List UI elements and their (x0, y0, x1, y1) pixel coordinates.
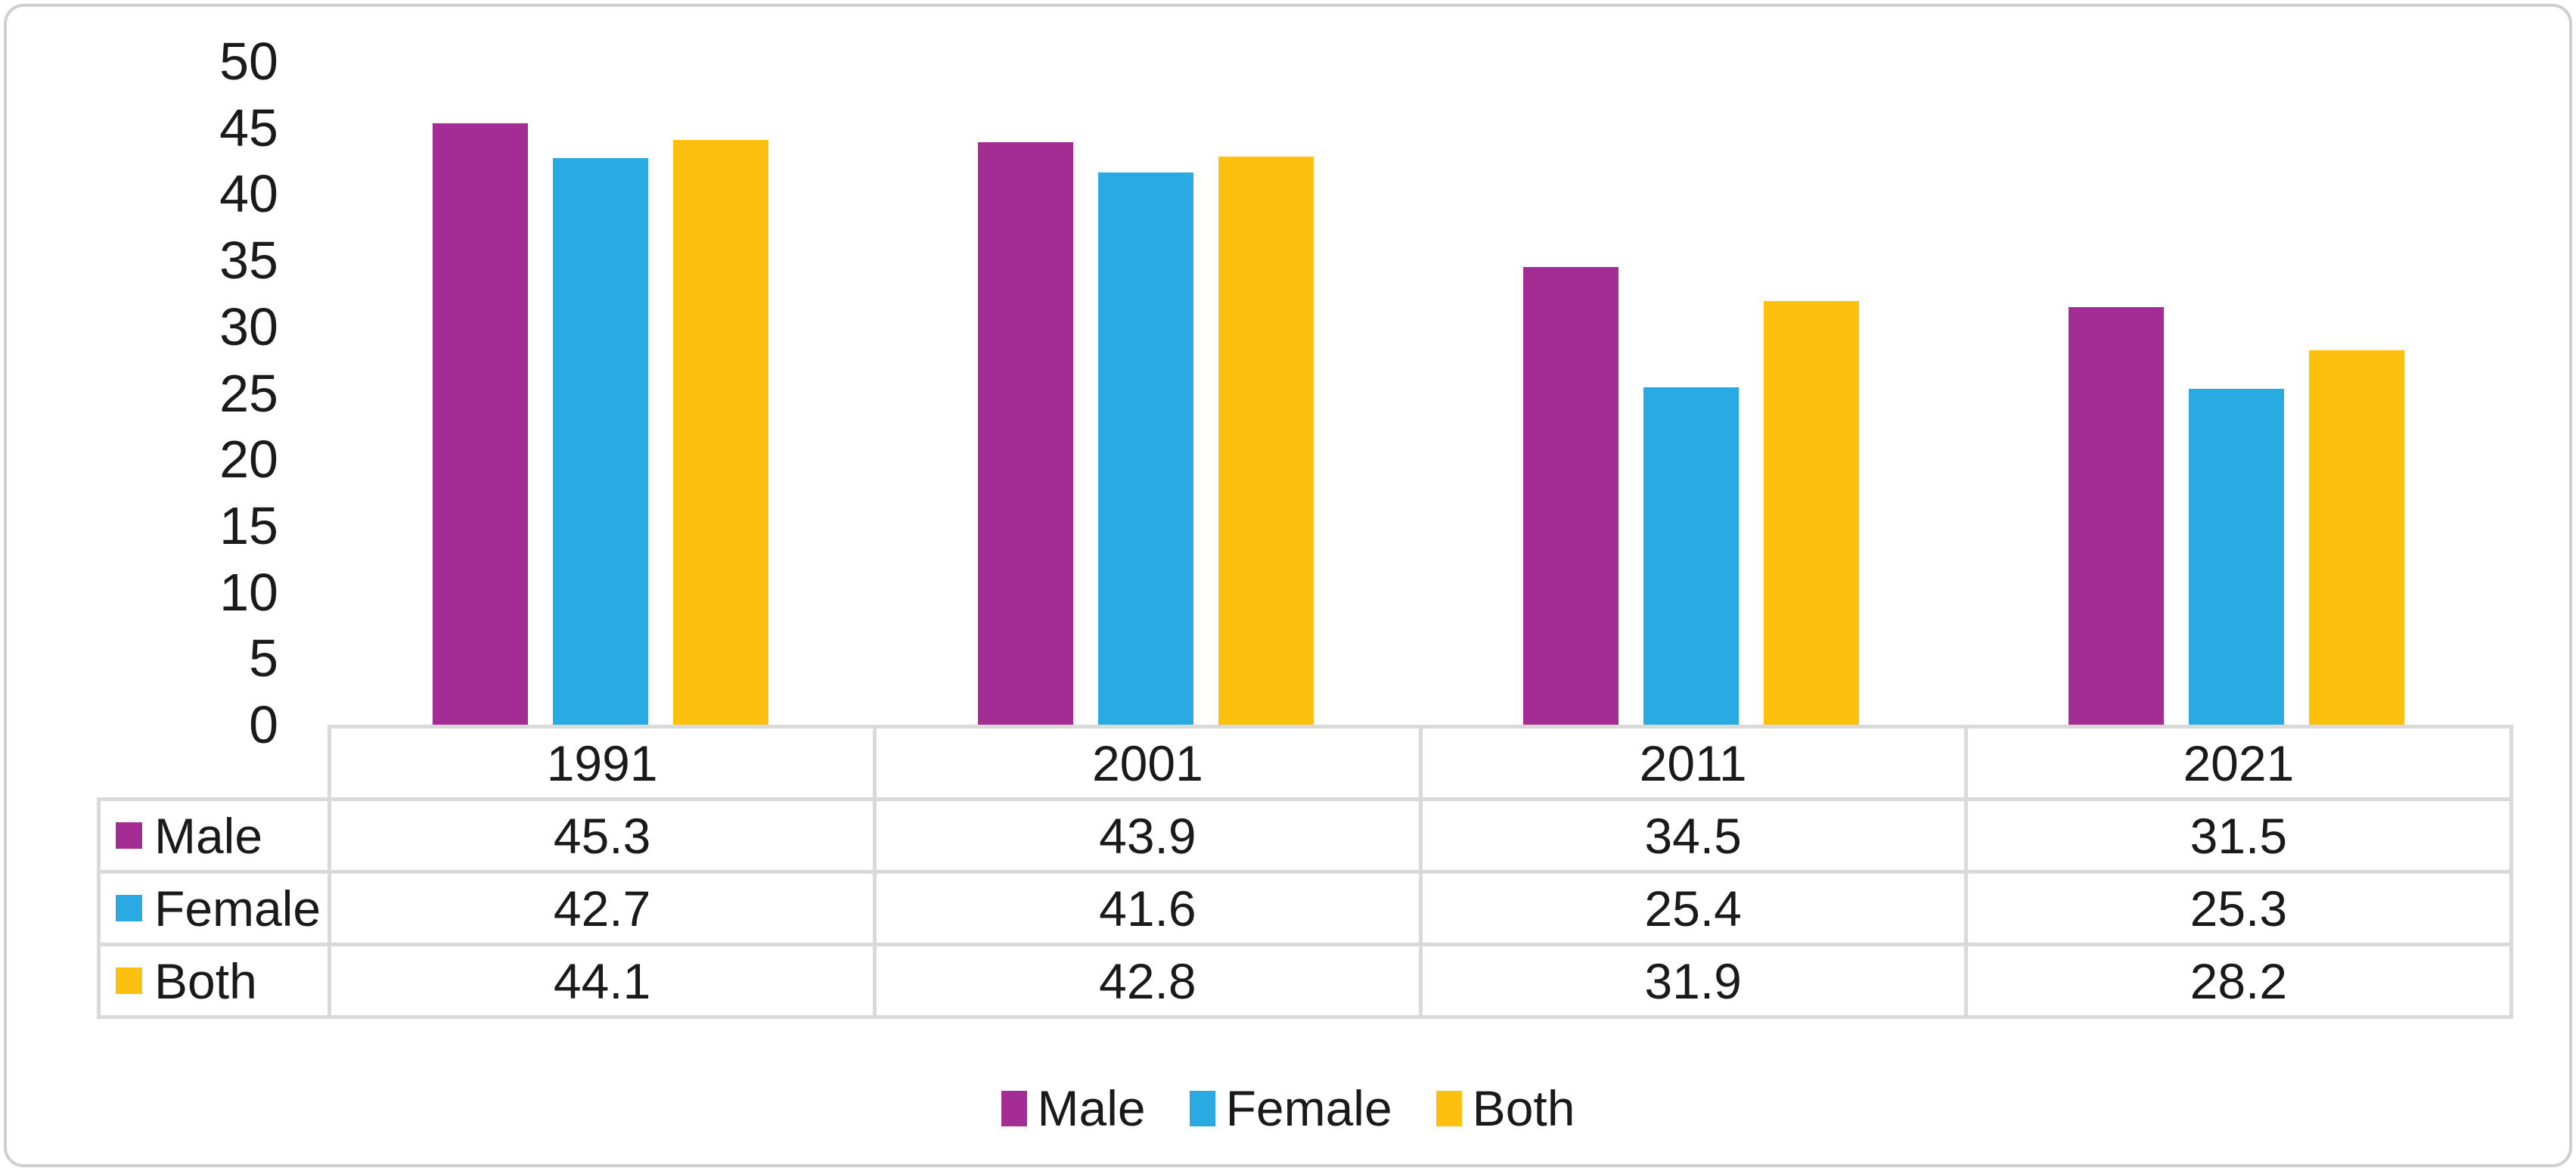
both-legend-swatch-icon (1435, 1090, 1462, 1126)
table-row-both: Both 44.1 42.8 31.9 28.2 (97, 943, 2514, 1019)
bar-both-2001 (1218, 157, 1314, 725)
male-series-swatch-icon (116, 822, 142, 849)
table-value-male-2011: 34.5 (1418, 797, 1968, 874)
bar-group-2021 (1964, 61, 2509, 725)
y-axis-tick-label: 50 (219, 32, 278, 91)
bar-female-1991 (552, 158, 648, 725)
table-value-female-2021: 25.3 (1963, 870, 2514, 946)
table-row-label-both: Both (97, 943, 331, 1019)
both-series-swatch-icon (116, 968, 142, 994)
y-axis-tick-label: 10 (219, 562, 278, 622)
legend-item-male: Male (1001, 1083, 1146, 1133)
bar-group-1991 (327, 61, 873, 725)
table-corner-cell (99, 727, 330, 800)
table-value-male-1991: 45.3 (327, 797, 877, 874)
legend-label: Male (1037, 1080, 1146, 1136)
series-name-label: Male (154, 807, 263, 864)
table-value-female-2011: 25.4 (1418, 870, 1968, 946)
y-axis-tick-label: 20 (219, 430, 278, 489)
plot-area (327, 61, 2509, 725)
y-axis-tick-label: 25 (219, 363, 278, 423)
legend-label: Both (1472, 1080, 1575, 1136)
y-axis-tick-label: 0 (249, 695, 278, 754)
table-header-year-1991: 1991 (327, 725, 877, 801)
bar-female-2011 (1643, 387, 1740, 725)
y-axis-tick-label: 15 (219, 495, 278, 555)
legend-item-both: Both (1435, 1080, 1575, 1136)
table-row-male: Male 45.3 43.9 34.5 31.5 (97, 797, 2514, 874)
data-table: 1991 2001 2011 2021 Male 45.3 43.9 34.5 31.5 Fema… (97, 725, 2514, 1019)
table-value-both-2011: 31.9 (1418, 943, 1968, 1019)
table-value-both-2001: 42.8 (873, 943, 1423, 1019)
table-header-year-2011: 2011 (1418, 725, 1968, 801)
bar-male-2011 (1523, 266, 1619, 725)
bar-group-2011 (1419, 61, 1964, 725)
table-value-both-2021: 28.2 (1963, 943, 2514, 1019)
legend-item-female: Female (1189, 1080, 1392, 1136)
series-name-label: Both (154, 952, 257, 1009)
table-header-year-2021: 2021 (1963, 725, 2514, 801)
legend: Male Female Both (0, 1074, 2576, 1142)
table-value-male-2021: 31.5 (1963, 797, 2514, 874)
table-value-female-1991: 42.7 (327, 870, 877, 946)
bar-both-2011 (1764, 301, 1860, 725)
bar-female-2001 (1097, 172, 1193, 725)
bar-male-2021 (2069, 306, 2165, 725)
male-legend-swatch-icon (1001, 1090, 1027, 1126)
table-value-female-2001: 41.6 (873, 870, 1423, 946)
y-axis-tick-label: 45 (219, 98, 278, 157)
bar-male-2001 (977, 142, 1073, 725)
bar-male-1991 (432, 123, 528, 725)
female-legend-swatch-icon (1189, 1090, 1215, 1126)
table-value-male-2001: 43.9 (873, 797, 1423, 874)
table-header-year-2001: 2001 (873, 725, 1423, 801)
table-row-label-male: Male (97, 797, 331, 874)
y-axis-tick-label: 40 (219, 164, 278, 224)
bar-both-1991 (672, 139, 768, 725)
y-axis-tick-label: 5 (249, 629, 278, 688)
bar-both-2021 (2309, 350, 2405, 725)
bar-female-2021 (2189, 389, 2285, 725)
bar-group-2001 (873, 61, 1418, 725)
female-series-swatch-icon (116, 895, 142, 921)
legend-label: Female (1225, 1080, 1392, 1136)
table-body: 1991 2001 2011 2021 Male 45.3 43.9 34.5 31.5 Fema… (97, 725, 2514, 1019)
table-row-label-female: Female (97, 870, 331, 946)
table-row-female: Female 42.7 41.6 25.4 25.3 (97, 870, 2514, 946)
series-name-label: Female (154, 880, 321, 936)
y-axis: 0 5 10 15 20 25 30 35 40 45 50 (0, 0, 278, 1171)
y-axis-tick-label: 35 (219, 231, 278, 290)
y-axis-tick-label: 30 (219, 297, 278, 356)
table-value-both-1991: 44.1 (327, 943, 877, 1019)
